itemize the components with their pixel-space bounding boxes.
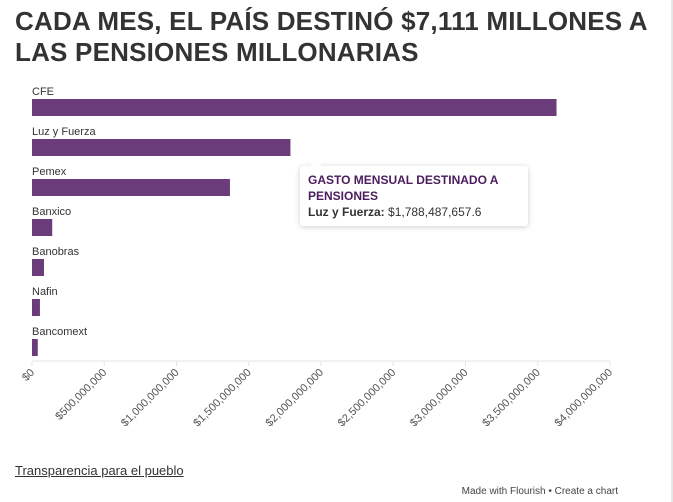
x-tick-label: $4,000,000,000 [553,367,616,430]
tooltip-label: Luz y Fuerza: [308,205,385,219]
x-tick-label: $2,500,000,000 [336,367,399,430]
category-label: CFE [32,86,54,98]
chart-title: CADA MES, EL PAÍS DESTINÓ $7,111 MILLONE… [15,6,647,67]
category-label: Pemex [32,166,67,178]
category-label: Banobras [32,246,80,258]
x-tick-label: $2,000,000,000 [264,367,327,430]
tooltip-value: $1,788,487,657.6 [388,205,482,219]
scrollbar[interactable] [671,0,673,502]
flourish-credit[interactable]: Made with Flourish • Create a chart [461,486,618,497]
bar[interactable] [32,179,230,196]
category-label: Luz y Fuerza [32,126,96,138]
category-label: Bancomext [32,326,87,338]
bar[interactable] [32,139,291,156]
x-tick-label: $1,500,000,000 [191,367,254,430]
tooltip-title: GASTO MENSUAL DESTINADO A PENSIONES [308,173,499,203]
x-tick-label: $500,000,000 [53,367,109,423]
bar-chart: CFE Luz y Fuerza Pemex Banxico Banobras Nafin… [20,86,616,430]
tooltip-arrow [310,160,322,166]
x-tick-label: $0 [20,367,37,384]
bar[interactable] [32,259,44,276]
x-tick-label: $1,000,000,000 [119,367,182,430]
bar[interactable] [32,99,557,116]
category-label: Nafin [32,286,58,298]
bar[interactable] [32,339,38,356]
tooltip: GASTO MENSUAL DESTINADO A PENSIONES Luz … [300,160,528,226]
bar[interactable] [32,299,40,316]
category-label: Banxico [32,206,71,218]
bar[interactable] [32,219,53,236]
x-tick-label: $3,500,000,000 [480,367,543,430]
x-tick-label: $3,000,000,000 [408,367,471,430]
source-link[interactable]: Transparencia para el pueblo [15,463,184,478]
